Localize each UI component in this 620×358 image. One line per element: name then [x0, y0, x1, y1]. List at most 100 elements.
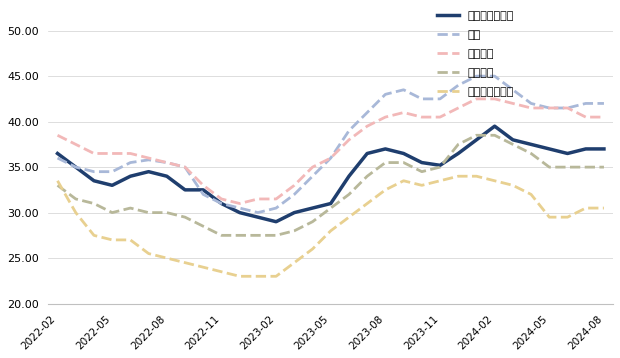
消费者信心指数 [546, 147, 553, 151]
收入增长 [91, 151, 98, 156]
消费者信心指数 [472, 138, 480, 142]
消费者信心指数 [72, 165, 79, 169]
整体生活 [363, 174, 371, 178]
就业 [418, 97, 425, 101]
就业 [126, 160, 134, 165]
消费者信心指数 [400, 151, 407, 156]
收入增长 [418, 115, 425, 119]
整体生活 [345, 192, 353, 197]
整体生活 [454, 142, 462, 146]
消费者信心指数 [582, 147, 590, 151]
消费者信心指数 [145, 170, 153, 174]
整体生活 [400, 160, 407, 165]
耐用品购买意愿 [418, 183, 425, 188]
消费者信心指数 [327, 201, 334, 205]
收入增长 [345, 138, 353, 142]
收入增长 [181, 165, 188, 169]
就业 [72, 165, 79, 169]
就业 [54, 156, 61, 160]
就业 [108, 170, 116, 174]
收入增长 [200, 183, 207, 188]
收入增长 [163, 160, 170, 165]
整体生活 [491, 133, 498, 137]
Line: 耐用品购买意愿: 耐用品购买意愿 [58, 176, 604, 276]
收入增长 [472, 97, 480, 101]
消费者信心指数 [91, 179, 98, 183]
就业 [400, 88, 407, 92]
整体生活 [72, 197, 79, 201]
耐用品购买意愿 [491, 179, 498, 183]
整体生活 [546, 165, 553, 169]
消费者信心指数 [509, 138, 516, 142]
Line: 整体生活: 整体生活 [58, 135, 604, 235]
收入增长 [454, 106, 462, 110]
收入增长 [309, 165, 316, 169]
消费者信心指数 [163, 174, 170, 178]
整体生活 [54, 183, 61, 188]
耐用品购买意愿 [528, 192, 535, 197]
就业 [163, 160, 170, 165]
耐用品购买意愿 [272, 274, 280, 279]
消费者信心指数 [254, 215, 262, 219]
就业 [436, 97, 444, 101]
就业 [218, 201, 225, 205]
就业 [454, 83, 462, 87]
耐用品购买意愿 [218, 270, 225, 274]
就业 [564, 106, 571, 110]
就业 [272, 206, 280, 210]
整体生活 [200, 224, 207, 228]
收入增长 [509, 101, 516, 106]
消费者信心指数 [236, 211, 244, 215]
整体生活 [528, 151, 535, 156]
整体生活 [291, 229, 298, 233]
耐用品购买意愿 [91, 233, 98, 237]
耐用品购买意愿 [382, 188, 389, 192]
收入增长 [363, 124, 371, 128]
收入增长 [382, 115, 389, 119]
收入增长 [436, 115, 444, 119]
收入增长 [600, 115, 608, 119]
收入增长 [582, 115, 590, 119]
耐用品购买意愿 [145, 251, 153, 256]
Line: 收入增长: 收入增长 [58, 99, 604, 203]
耐用品购买意愿 [546, 215, 553, 219]
消费者信心指数 [345, 174, 353, 178]
收入增长 [546, 106, 553, 110]
消费者信心指数 [126, 174, 134, 178]
就业 [145, 158, 153, 162]
收入增长 [400, 110, 407, 115]
整体生活 [108, 211, 116, 215]
耐用品购买意愿 [309, 247, 316, 251]
消费者信心指数 [54, 151, 61, 156]
收入增长 [528, 106, 535, 110]
收入增长 [254, 197, 262, 201]
整体生活 [163, 211, 170, 215]
消费者信心指数 [528, 142, 535, 146]
就业 [546, 106, 553, 110]
就业 [491, 74, 498, 78]
收入增长 [72, 142, 79, 146]
消费者信心指数 [564, 151, 571, 156]
消费者信心指数 [600, 147, 608, 151]
收入增长 [126, 151, 134, 156]
耐用品购买意愿 [454, 174, 462, 178]
整体生活 [564, 165, 571, 169]
整体生活 [236, 233, 244, 237]
消费者信心指数 [108, 183, 116, 188]
就业 [200, 192, 207, 197]
收入增长 [145, 156, 153, 160]
整体生活 [126, 206, 134, 210]
消费者信心指数 [181, 188, 188, 192]
消费者信心指数 [200, 188, 207, 192]
耐用品购买意愿 [200, 265, 207, 269]
收入增长 [236, 201, 244, 205]
就业 [363, 110, 371, 115]
收入增长 [327, 156, 334, 160]
耐用品购买意愿 [345, 215, 353, 219]
消费者信心指数 [218, 201, 225, 205]
整体生活 [582, 165, 590, 169]
Line: 就业: 就业 [58, 76, 604, 213]
就业 [254, 211, 262, 215]
消费者信心指数 [272, 219, 280, 224]
收入增长 [291, 183, 298, 188]
